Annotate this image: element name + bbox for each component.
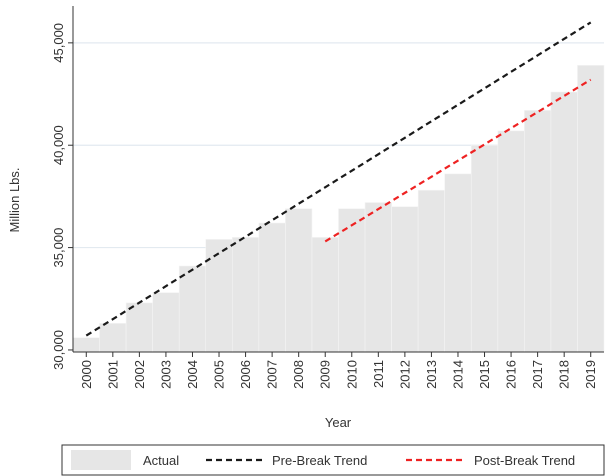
bar-2006 <box>232 237 260 353</box>
x-tick-label-2014: 2014 <box>450 360 465 389</box>
bar-2008 <box>285 208 313 353</box>
bar-2007 <box>258 222 286 353</box>
pre-break-trend-line <box>85 21 592 337</box>
x-axis-label: Year <box>325 415 352 430</box>
y-tick-label-45,000: 45,000 <box>51 23 66 63</box>
x-tick-label-2001: 2001 <box>105 360 120 389</box>
x-tick-label-2003: 2003 <box>158 360 173 389</box>
trend-lines <box>85 21 592 337</box>
x-tick-label-2008: 2008 <box>291 360 306 389</box>
x-tick-label-2018: 2018 <box>557 360 572 389</box>
bar-2005 <box>205 239 233 353</box>
x-tick-label-2013: 2013 <box>424 360 439 389</box>
y-tick-label-35,000: 35,000 <box>51 228 66 268</box>
legend-label-post-break-trend: Post-Break Trend <box>474 453 575 468</box>
y-tick-label-40,000: 40,000 <box>51 125 66 165</box>
bars <box>72 65 605 353</box>
x-tick-label-2006: 2006 <box>238 360 253 389</box>
bar-2001 <box>99 323 127 353</box>
x-tick-label-2009: 2009 <box>318 360 333 389</box>
x-tick-label-2005: 2005 <box>212 360 227 389</box>
bar-2019 <box>577 65 605 353</box>
x-tick-label-2002: 2002 <box>132 360 147 389</box>
bar-2011 <box>364 202 392 353</box>
legend-label-pre-break-trend: Pre-Break Trend <box>272 453 367 468</box>
bar-2009 <box>311 237 339 353</box>
y-tick-label-30,000: 30,000 <box>51 330 66 370</box>
bar-2013 <box>417 189 445 353</box>
bar-2017 <box>524 110 552 353</box>
bar-2018 <box>550 91 578 353</box>
bar-2015 <box>470 144 499 353</box>
bar-2000 <box>72 337 100 353</box>
x-tick-label-2015: 2015 <box>477 360 492 389</box>
axes: 30,000 35,000 40,000 45,000 2000 2001 2002 2003… <box>51 6 604 389</box>
x-tick-label-2019: 2019 <box>583 360 598 389</box>
y-axis-label: Million Lbs. <box>7 167 22 232</box>
bar-2016 <box>497 130 525 353</box>
bar-2002 <box>125 302 153 353</box>
x-tick-label-2010: 2010 <box>344 360 359 389</box>
bar-2012 <box>391 206 419 353</box>
post-break-trend-line <box>324 78 592 243</box>
bar-2010 <box>338 208 366 353</box>
x-tick-label-2012: 2012 <box>397 360 412 389</box>
bar-2003 <box>152 292 180 353</box>
legend-label-actual: Actual <box>143 453 179 468</box>
x-tick-label-2000: 2000 <box>79 360 94 389</box>
legend: Actual Pre-Break Trend Post-Break Trend <box>61 444 605 476</box>
x-tick-label-2007: 2007 <box>265 360 280 389</box>
bar-2014 <box>444 173 472 353</box>
x-tick-label-2017: 2017 <box>530 360 545 389</box>
legend-box <box>61 444 605 476</box>
legend-swatch-actual <box>71 450 131 470</box>
x-tick-label-2011: 2011 <box>371 360 386 388</box>
x-tick-label-2004: 2004 <box>185 360 200 389</box>
bar-2004 <box>178 265 207 353</box>
x-tick-label-2016: 2016 <box>504 360 519 389</box>
